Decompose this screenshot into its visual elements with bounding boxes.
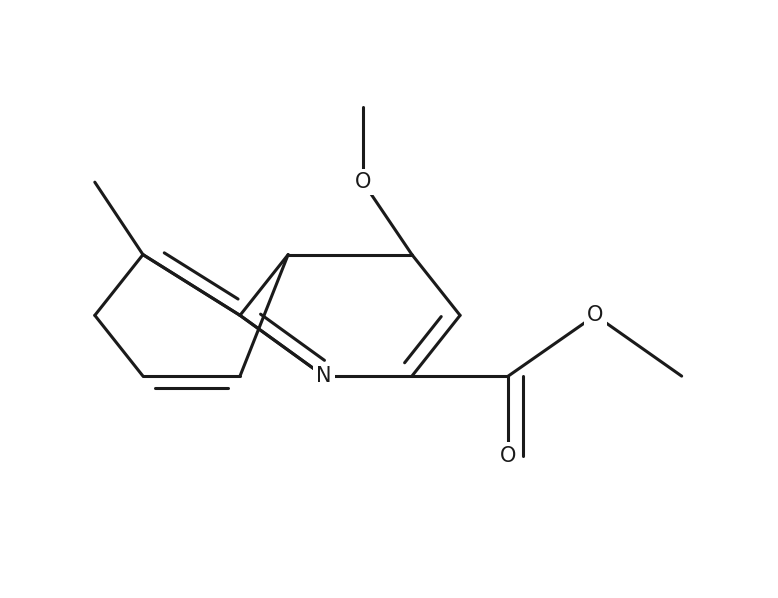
- Text: O: O: [500, 446, 517, 465]
- Text: N: N: [317, 366, 331, 386]
- Text: O: O: [355, 172, 371, 192]
- Text: O: O: [587, 306, 604, 325]
